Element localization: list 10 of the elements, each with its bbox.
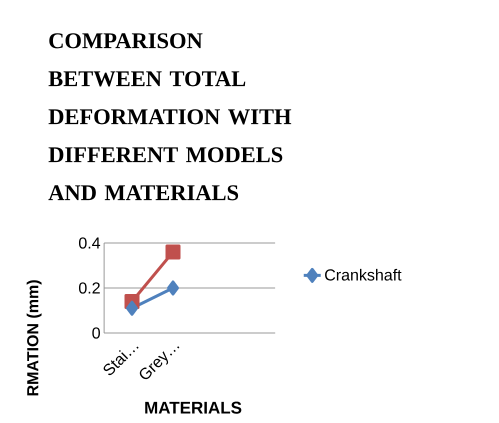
point [167,280,180,296]
y-tick-label: 0 [92,327,100,339]
legend-label: Crankshaft [325,268,402,281]
y-tick-label: 0.2 [78,282,100,294]
chart-title: COMPARISON BETWEEN TOTAL DEFORMATION WITH DIFFERENT MODELS AND MATERIALS [48,33,292,200]
point [166,244,181,260]
y-axis-title: RMATION (mm) [26,280,42,396]
x-axis-title: MATERIALS [145,402,242,414]
point [126,300,138,316]
y-tick-label: 0.4 [78,237,100,249]
